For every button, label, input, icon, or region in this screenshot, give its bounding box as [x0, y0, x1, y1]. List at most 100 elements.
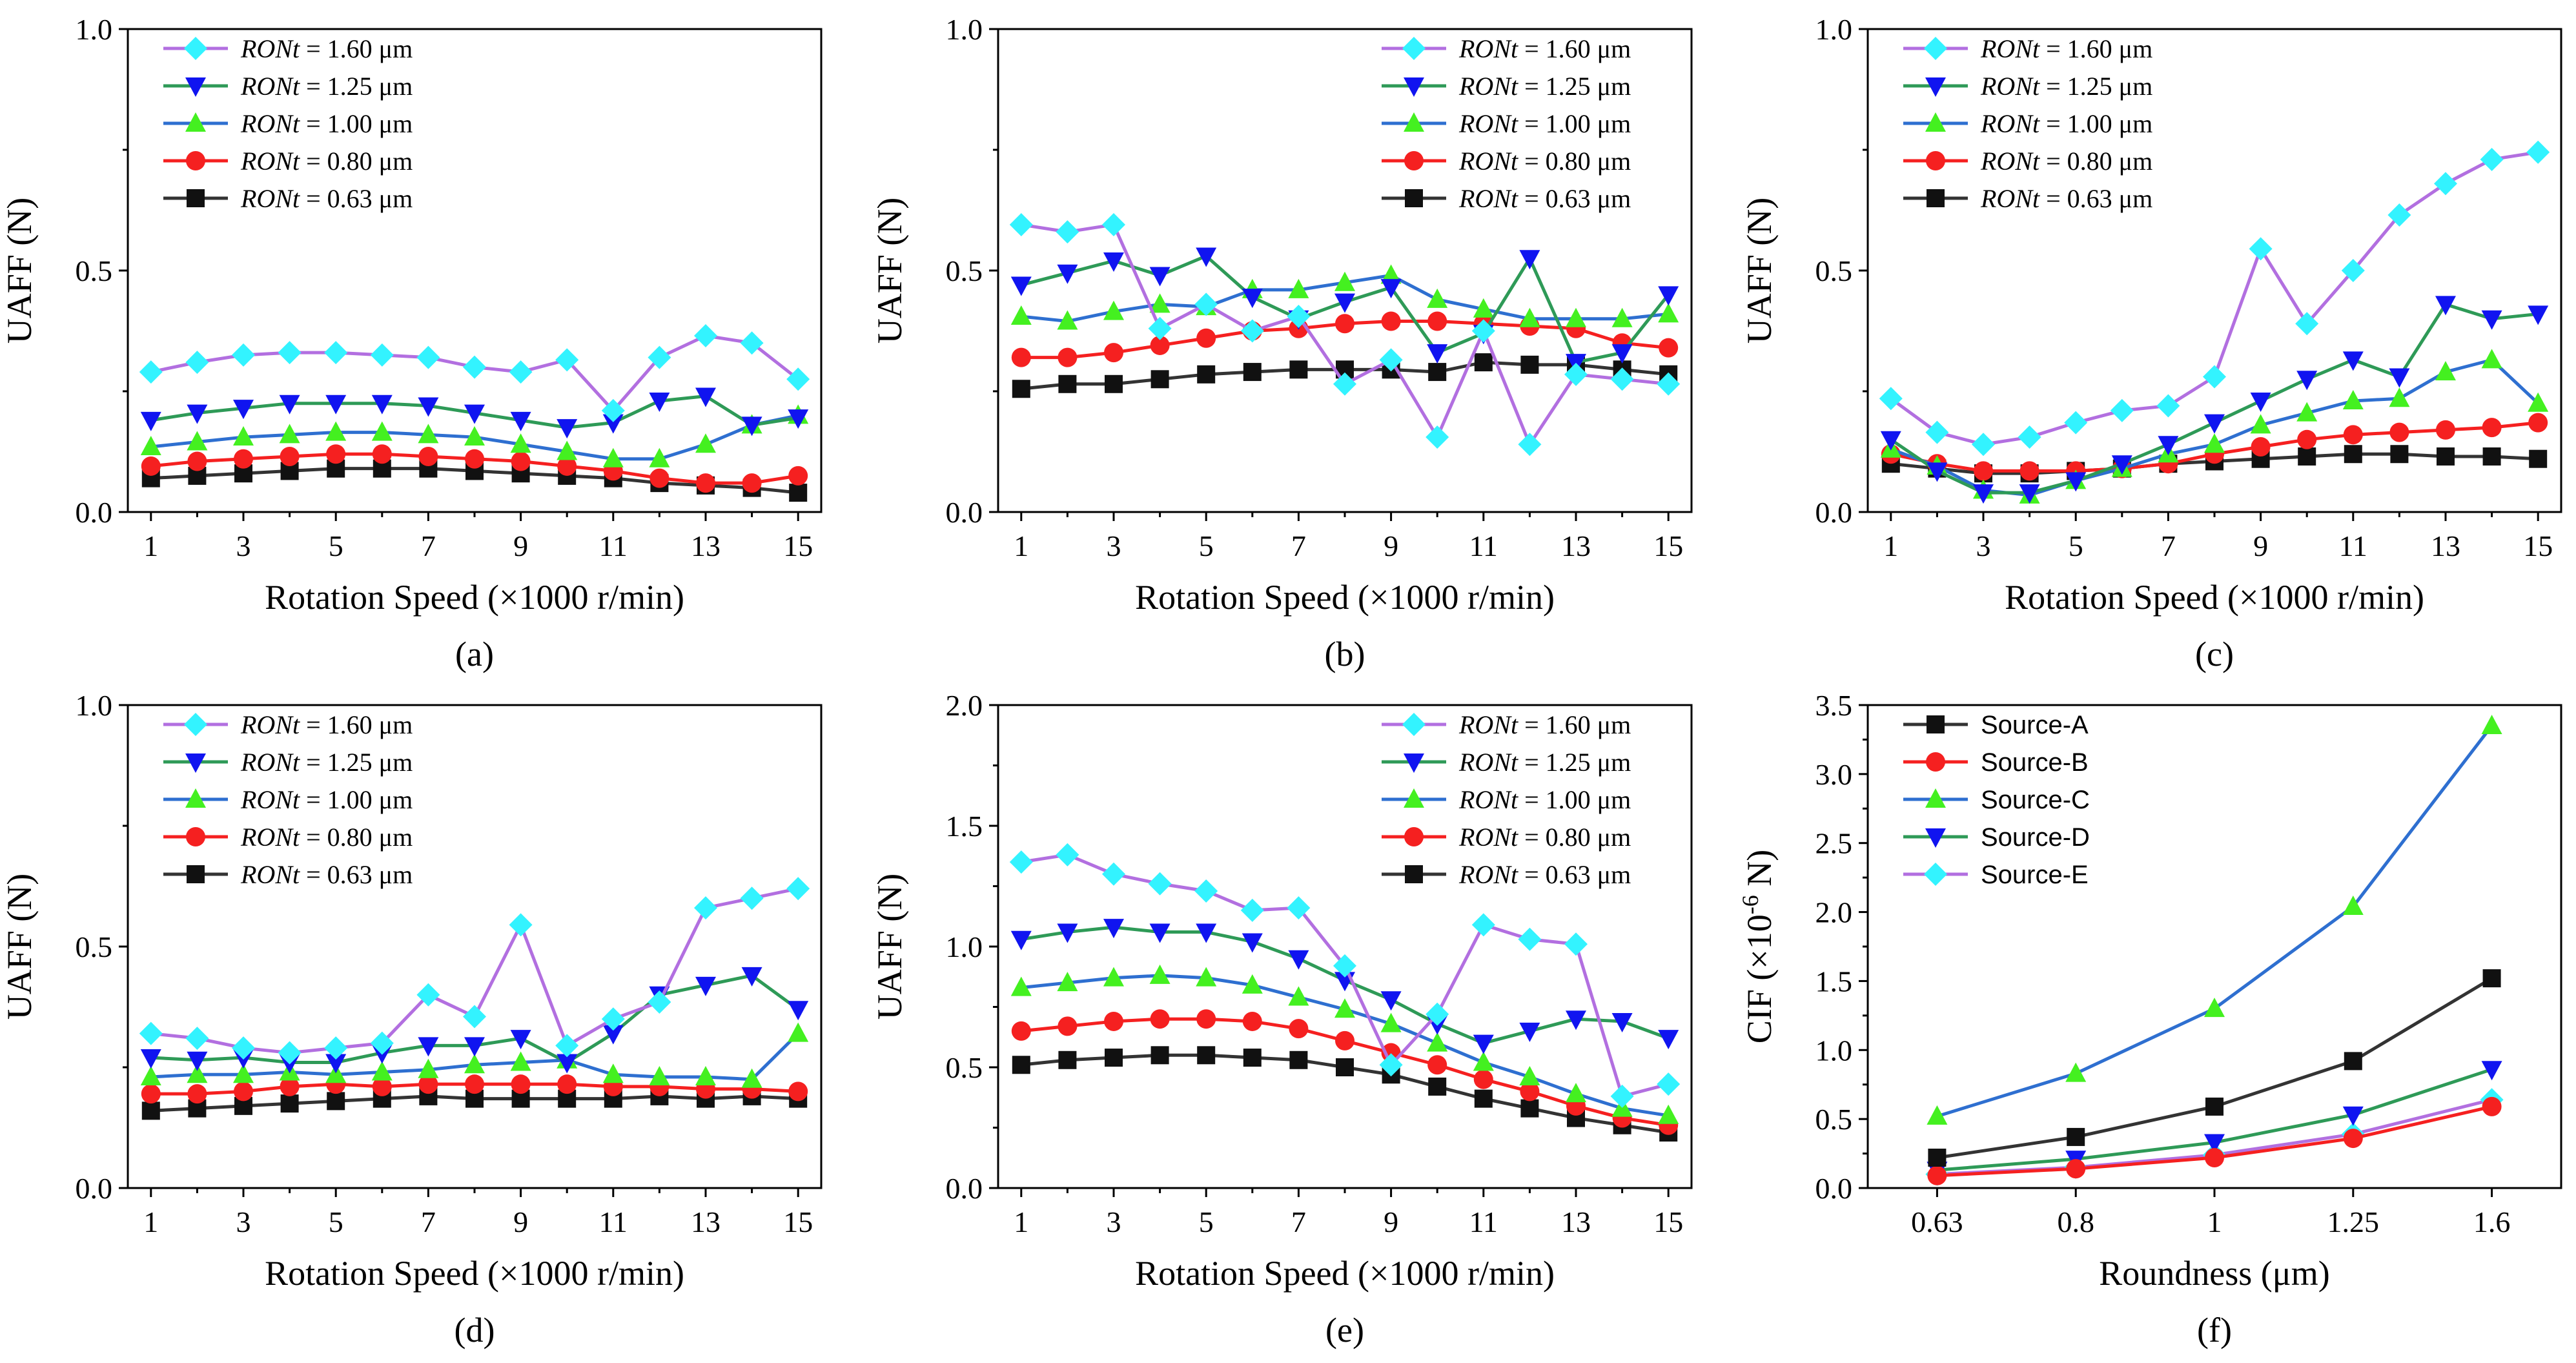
data-point: [510, 1051, 531, 1071]
legend-label-value: = 0.63 μm: [1518, 184, 1631, 213]
data-point: [741, 416, 762, 436]
legend-label: RONt = 0.80 μm: [240, 823, 413, 852]
data-point: [2018, 425, 2041, 449]
data-point: [1379, 1053, 1403, 1077]
data-point: [1658, 1030, 1679, 1050]
data-point: [2250, 414, 2271, 434]
data-point: [1928, 1148, 1947, 1167]
data-point: [2389, 368, 2410, 388]
y-tick-label: 0.0: [1815, 496, 1853, 529]
x-tick-label: 5: [329, 529, 343, 562]
data-point: [1243, 363, 1262, 382]
data-point: [418, 446, 438, 466]
data-point: [1566, 1083, 1586, 1103]
y-tick-label: 0.0: [946, 496, 983, 529]
data-point: [1333, 954, 1356, 978]
data-point: [2065, 472, 2087, 492]
data-point: [1564, 362, 1588, 386]
y-axis-label: UAFF (N): [0, 874, 39, 1020]
panel-label: (d): [455, 1311, 495, 1349]
data-point: [371, 395, 393, 415]
data-point: [2298, 447, 2316, 466]
data-point: [2065, 1062, 2087, 1082]
y-axis-label: UAFF (N): [0, 198, 39, 344]
legend-label: Source-A: [1981, 711, 2089, 739]
data-point: [509, 913, 533, 937]
data-point: [1194, 879, 1218, 903]
data-point: [1379, 348, 1403, 372]
y-tick-label: 1.0: [1815, 1034, 1853, 1067]
x-tick-label: 11: [599, 1205, 628, 1238]
legend-label: RONt = 0.63 μm: [1458, 184, 1631, 213]
legend-label-symbol: RONt: [1458, 184, 1518, 213]
data-point: [555, 1034, 579, 1058]
data-point: [1057, 972, 1078, 992]
data-point: [1288, 278, 1309, 298]
y-axis-label-unit: N): [1740, 850, 1779, 895]
x-axis-label: Rotation Speed (×1000 r/min): [2005, 578, 2424, 617]
legend-label: RONt = 1.25 μm: [240, 748, 413, 777]
data-point: [324, 341, 348, 365]
x-tick-label: 13: [691, 529, 721, 562]
x-tick-label: 15: [783, 529, 813, 562]
data-point: [418, 424, 439, 444]
data-point: [602, 1025, 624, 1045]
data-point: [2158, 436, 2179, 456]
x-tick-label: 11: [1469, 1205, 1498, 1238]
data-point: [1657, 1072, 1681, 1096]
data-point: [1520, 1099, 1539, 1118]
legend-marker: [185, 112, 206, 132]
x-tick-label: 7: [2161, 529, 2176, 562]
legend-label-symbol: RONt: [1458, 823, 1518, 852]
y-tick-label: 1.0: [76, 689, 113, 722]
data-point: [1610, 367, 1634, 391]
data-point: [2156, 394, 2180, 418]
series-line: [1936, 724, 2493, 1118]
y-tick-label: 0.5: [946, 1051, 983, 1084]
legend-marker: [185, 77, 206, 97]
data-point: [786, 367, 810, 391]
y-tick-label: 0.0: [76, 1172, 113, 1205]
data-point: [187, 1051, 208, 1071]
data-point: [2436, 420, 2455, 440]
data-point: [325, 1054, 347, 1074]
data-point: [1149, 267, 1170, 287]
legend-marker: [186, 827, 205, 846]
data-point: [2481, 1061, 2502, 1081]
data-point: [696, 473, 715, 493]
data-point: [139, 1021, 163, 1045]
data-point: [2526, 140, 2550, 164]
data-point: [557, 1054, 578, 1074]
x-tick-label: 0.8: [2057, 1205, 2094, 1238]
data-point: [2482, 1096, 2502, 1116]
data-point: [1880, 431, 1901, 451]
data-point: [1520, 355, 1539, 374]
x-tick-label: 13: [1561, 529, 1591, 562]
legend-label-value: = 1.60 μm: [300, 34, 413, 63]
legend-label-symbol: RONt: [240, 184, 300, 213]
legend-label-symbol: RONt: [240, 710, 300, 739]
data-point: [1611, 1012, 1633, 1032]
legend-label: Source-B: [1981, 748, 2089, 777]
legend-label-symbol: RONt: [1458, 710, 1518, 739]
data-point: [140, 1049, 161, 1069]
x-tick-label: 5: [329, 1205, 343, 1238]
data-point: [788, 466, 808, 486]
y-tick-label: 0.5: [1815, 254, 1853, 287]
data-point: [1473, 1069, 1493, 1089]
data-point: [1105, 374, 1123, 393]
legend-marker: [186, 151, 205, 170]
x-tick-label: 3: [1976, 529, 1991, 562]
legend-label-value: = 1.25 μm: [1518, 748, 1631, 777]
y-tick-label: 1.0: [946, 13, 983, 46]
x-tick-label: 7: [1291, 529, 1306, 562]
legend-marker: [187, 189, 205, 207]
data-point: [1150, 1009, 1170, 1029]
data-point: [2295, 312, 2319, 336]
data-point: [2205, 1097, 2223, 1116]
x-tick-label: 15: [2523, 529, 2553, 562]
x-tick-label: 3: [1107, 529, 1121, 562]
data-series: [1009, 212, 1681, 456]
data-point: [2111, 455, 2132, 475]
data-point: [372, 1076, 392, 1096]
